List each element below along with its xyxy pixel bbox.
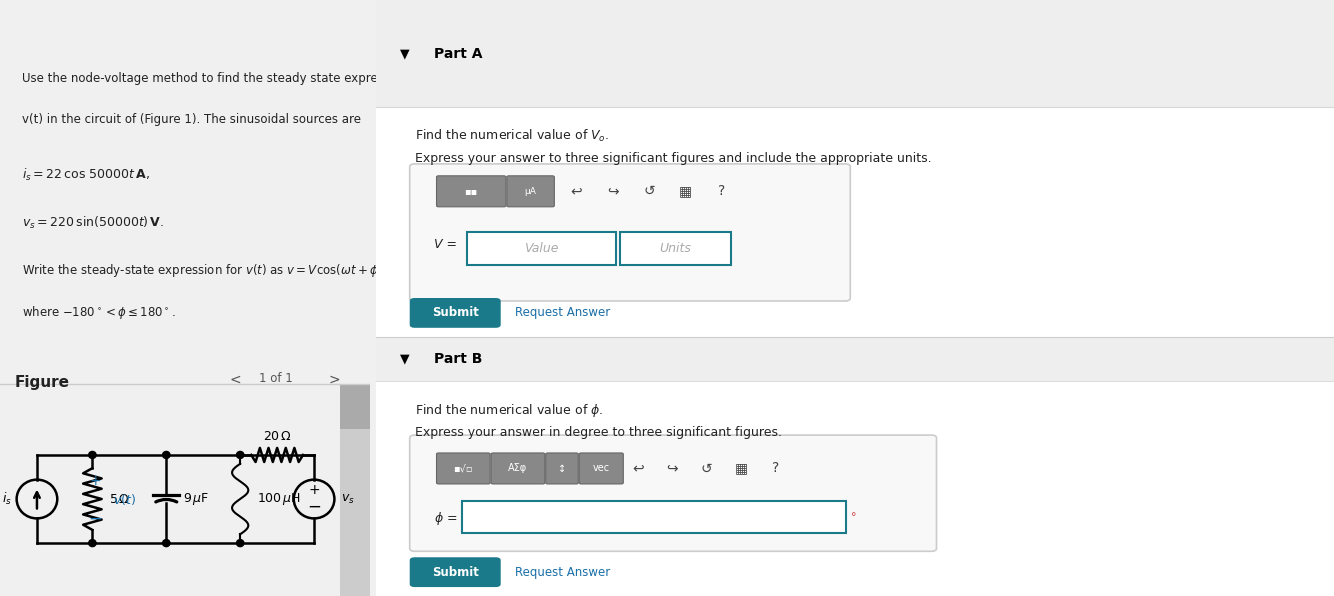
- FancyBboxPatch shape: [436, 453, 490, 484]
- Text: Part B: Part B: [434, 352, 482, 366]
- Text: Find the numerical value of $V_o$.: Find the numerical value of $V_o$.: [415, 128, 608, 144]
- Bar: [376, 0, 1334, 107]
- Text: ▼: ▼: [400, 352, 410, 365]
- Text: $\phi$ =: $\phi$ =: [434, 510, 458, 527]
- Text: ↺: ↺: [643, 184, 655, 198]
- Text: $5\,\Omega$: $5\,\Omega$: [109, 492, 131, 505]
- Text: >: >: [329, 372, 340, 386]
- Text: −: −: [307, 498, 321, 516]
- Text: ▪√▫: ▪√▫: [454, 464, 474, 473]
- Text: $v_s$: $v_s$: [340, 492, 355, 505]
- Text: Figure: Figure: [15, 375, 69, 390]
- Text: <: <: [229, 372, 240, 386]
- Text: Request Answer: Request Answer: [515, 306, 611, 319]
- Circle shape: [88, 539, 96, 547]
- Text: ↪: ↪: [667, 461, 678, 476]
- FancyBboxPatch shape: [620, 232, 731, 265]
- FancyBboxPatch shape: [436, 176, 506, 207]
- Text: ▼: ▼: [400, 47, 410, 60]
- Text: $v_s = 220\,\sin(50000t)\,\mathbf{V}.$: $v_s = 220\,\sin(50000t)\,\mathbf{V}.$: [23, 215, 164, 231]
- Text: ?: ?: [772, 461, 779, 476]
- FancyBboxPatch shape: [546, 453, 578, 484]
- Text: $20\,\Omega$: $20\,\Omega$: [263, 430, 292, 443]
- Text: Submit: Submit: [432, 306, 479, 319]
- Text: °: °: [851, 513, 856, 522]
- Circle shape: [236, 451, 244, 458]
- Text: ΑΣφ: ΑΣφ: [508, 464, 527, 473]
- FancyBboxPatch shape: [410, 164, 850, 301]
- Text: ↺: ↺: [700, 461, 712, 476]
- Text: where $-180^\circ < \phi \leq 180^\circ.$: where $-180^\circ < \phi \leq 180^\circ.…: [23, 304, 176, 321]
- Text: μA: μA: [524, 187, 536, 196]
- Text: Express your answer in degree to three significant figures.: Express your answer in degree to three s…: [415, 426, 782, 439]
- FancyBboxPatch shape: [579, 453, 623, 484]
- Text: 1 of 1: 1 of 1: [259, 372, 292, 386]
- Text: ?: ?: [718, 184, 726, 198]
- Text: −: −: [88, 510, 103, 527]
- Text: +: +: [89, 474, 101, 489]
- FancyBboxPatch shape: [410, 298, 500, 328]
- Bar: [376, 337, 1334, 381]
- Text: $9\,\mu\mathrm{F}$: $9\,\mu\mathrm{F}$: [183, 491, 209, 507]
- Text: Request Answer: Request Answer: [515, 566, 611, 579]
- Bar: [376, 107, 1334, 346]
- Text: V =: V =: [434, 238, 456, 251]
- Text: Part A: Part A: [434, 46, 482, 61]
- Text: ↕: ↕: [558, 464, 566, 473]
- Circle shape: [236, 539, 244, 547]
- Text: Find the numerical value of $\phi$.: Find the numerical value of $\phi$.: [415, 402, 603, 420]
- Text: Write the steady-state expression for $v(t)$ as $v = V\cos(\omega t + \phi),$: Write the steady-state expression for $v…: [23, 262, 387, 280]
- Bar: [340, 384, 370, 596]
- Circle shape: [163, 539, 169, 547]
- Text: ↪: ↪: [607, 184, 619, 198]
- Text: ↩: ↩: [632, 461, 643, 476]
- FancyBboxPatch shape: [410, 557, 500, 587]
- Text: Submit: Submit: [432, 566, 479, 579]
- Text: Express your answer to three significant figures and include the appropriate uni: Express your answer to three significant…: [415, 152, 931, 165]
- Text: Units: Units: [659, 243, 691, 255]
- FancyBboxPatch shape: [491, 453, 544, 484]
- Text: +: +: [308, 483, 320, 497]
- Text: $v(t)$: $v(t)$: [112, 492, 136, 507]
- Bar: [340, 384, 370, 429]
- Text: $i_s = 22\,\cos\,50000t\,\mathbf{A},$: $i_s = 22\,\cos\,50000t\,\mathbf{A},$: [23, 167, 149, 183]
- Text: Value: Value: [524, 243, 559, 255]
- Text: $i_s$: $i_s$: [3, 491, 12, 507]
- Text: ▦: ▦: [679, 184, 692, 198]
- Bar: [376, 381, 1334, 596]
- Text: vec: vec: [592, 464, 610, 473]
- Text: ▪▪: ▪▪: [464, 187, 478, 196]
- FancyBboxPatch shape: [507, 176, 555, 207]
- Text: v(t) in the circuit of (Figure 1). The sinusoidal sources are: v(t) in the circuit of (Figure 1). The s…: [23, 113, 362, 126]
- Circle shape: [88, 451, 96, 458]
- Text: Use the node-voltage method to find the steady state expression for: Use the node-voltage method to find the …: [23, 72, 428, 85]
- FancyBboxPatch shape: [463, 501, 846, 533]
- FancyBboxPatch shape: [410, 435, 936, 551]
- Circle shape: [163, 451, 169, 458]
- Text: ↩: ↩: [571, 184, 582, 198]
- Text: ▦: ▦: [735, 461, 747, 476]
- FancyBboxPatch shape: [467, 232, 615, 265]
- Text: $100\,\mu\mathrm{H}$: $100\,\mu\mathrm{H}$: [257, 491, 301, 507]
